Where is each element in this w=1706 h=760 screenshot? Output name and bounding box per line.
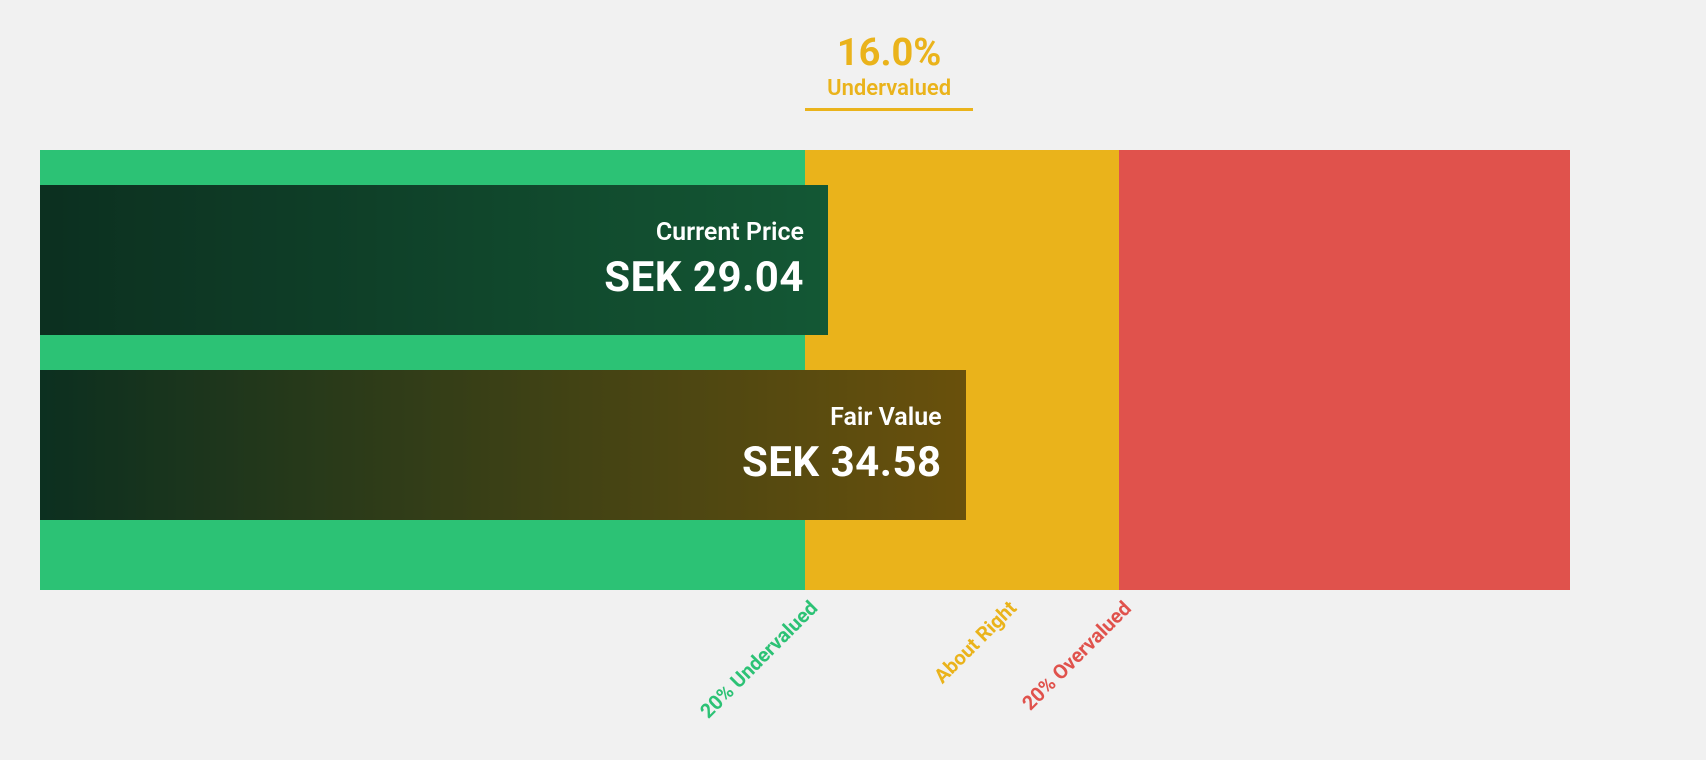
callout-rule [805, 108, 973, 111]
axis-label-undervalued: 20% Undervalued [695, 596, 822, 723]
valuation-callout: 16.0% Undervalued [805, 34, 973, 111]
current-price-label: Current Price [656, 218, 804, 247]
current-price-bar: Current Price SEK 29.04 [40, 185, 828, 335]
current-price-value: SEK 29.04 [604, 253, 804, 302]
fair-value-label: Fair Value [830, 403, 941, 432]
axis-label-overvalued: 20% Overvalued [1017, 596, 1136, 715]
axis-label-about-right: About Right [929, 596, 1021, 688]
valuation-chart: Current Price SEK 29.04 Fair Value SEK 3… [40, 150, 1570, 590]
fair-value-bar: Fair Value SEK 34.58 [40, 370, 966, 520]
callout-percent: 16.0% [805, 34, 973, 72]
callout-subtitle: Undervalued [805, 78, 973, 100]
fair-value-value: SEK 34.58 [742, 438, 942, 487]
zone-overvalued [1119, 150, 1570, 590]
